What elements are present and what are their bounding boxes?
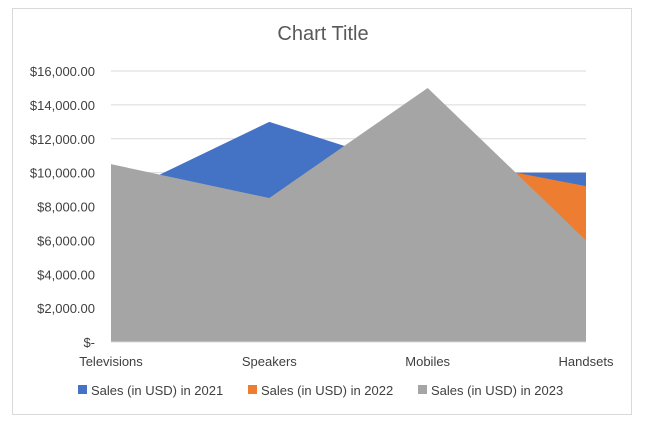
chart-area: Chart Title $- $2,000.00 $4,000.00 $6,000.0… <box>12 8 632 415</box>
x-tick-label: Mobiles <box>405 354 450 369</box>
y-tick-label: $2,000.00 <box>37 301 95 316</box>
y-tick-label: $16,000.00 <box>30 64 95 79</box>
x-tick-label: Speakers <box>242 354 297 369</box>
y-tick-label: $12,000.00 <box>30 132 95 147</box>
legend-label: Sales (in USD) in 2023 <box>431 383 563 398</box>
y-tick-label: $10,000.00 <box>30 166 95 181</box>
y-tick-label: $- <box>83 335 95 350</box>
x-tick-label: Televisions <box>79 354 143 369</box>
y-tick-label: $14,000.00 <box>30 98 95 113</box>
legend-swatch <box>418 385 427 394</box>
y-tick-label: $6,000.00 <box>37 233 95 248</box>
area-series-3 <box>111 87 586 342</box>
legend-label: Sales (in USD) in 2021 <box>91 383 223 398</box>
y-tick-label: $8,000.00 <box>37 200 95 215</box>
legend-swatch <box>248 385 257 394</box>
chart-title: Chart Title <box>277 23 369 45</box>
legend-label: Sales (in USD) in 2022 <box>261 383 393 398</box>
chart-svg: $- $2,000.00 $4,000.00 $6,000.00 $8,000.00 $1… <box>30 64 614 398</box>
y-tick-label: $4,000.00 <box>37 267 95 282</box>
x-tick-label: Handsets <box>559 354 614 369</box>
legend-swatch <box>78 385 87 394</box>
